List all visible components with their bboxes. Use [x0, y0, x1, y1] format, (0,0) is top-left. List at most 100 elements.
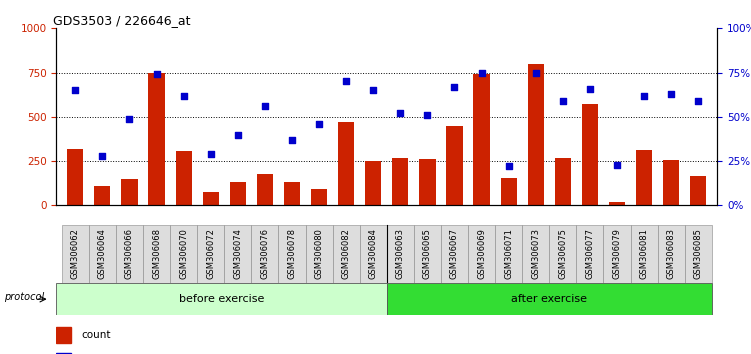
Text: GSM306076: GSM306076: [261, 228, 270, 280]
Point: [556, 98, 569, 104]
Text: GSM306066: GSM306066: [125, 228, 134, 280]
Text: GSM306084: GSM306084: [369, 229, 378, 279]
Text: protocol: protocol: [5, 292, 45, 302]
Point: [692, 98, 704, 104]
Text: GSM306072: GSM306072: [207, 229, 216, 279]
Bar: [604, 225, 631, 283]
Bar: [495, 225, 522, 283]
Bar: [549, 225, 576, 283]
Bar: [609, 202, 625, 205]
Bar: [636, 150, 652, 205]
Bar: [225, 225, 252, 283]
Bar: [284, 182, 300, 205]
Bar: [663, 160, 680, 205]
Bar: [333, 225, 360, 283]
Bar: [67, 149, 83, 205]
Bar: [56, 353, 71, 354]
Bar: [576, 225, 604, 283]
Text: GSM306083: GSM306083: [667, 228, 676, 280]
Bar: [500, 178, 517, 205]
Text: GSM306070: GSM306070: [179, 229, 189, 279]
Bar: [338, 122, 354, 205]
Bar: [122, 179, 137, 205]
Point: [96, 153, 108, 159]
Text: before exercise: before exercise: [179, 294, 264, 304]
Bar: [116, 225, 143, 283]
Bar: [360, 225, 387, 283]
Text: GSM306074: GSM306074: [234, 229, 243, 279]
Text: GDS3503 / 226646_at: GDS3503 / 226646_at: [53, 14, 191, 27]
Text: after exercise: after exercise: [511, 294, 587, 304]
Bar: [414, 225, 441, 283]
Bar: [522, 225, 549, 283]
Text: count: count: [81, 330, 111, 340]
Bar: [311, 188, 327, 205]
Point: [475, 70, 487, 75]
Bar: [365, 161, 382, 205]
Point: [584, 86, 596, 91]
Bar: [170, 225, 198, 283]
Text: GSM306067: GSM306067: [450, 228, 459, 280]
Point: [448, 84, 460, 90]
Point: [286, 137, 298, 143]
Bar: [56, 283, 387, 315]
Bar: [582, 104, 598, 205]
Text: GSM306068: GSM306068: [152, 228, 161, 280]
Point: [611, 162, 623, 167]
Bar: [631, 225, 658, 283]
Text: GSM306080: GSM306080: [315, 229, 324, 279]
Bar: [176, 152, 192, 205]
Text: GSM306069: GSM306069: [477, 229, 486, 279]
Bar: [446, 126, 463, 205]
Bar: [203, 192, 219, 205]
Bar: [658, 225, 685, 283]
Text: GSM306077: GSM306077: [585, 228, 594, 280]
Point: [178, 93, 190, 98]
Bar: [94, 186, 110, 205]
Bar: [387, 225, 414, 283]
Text: GSM306062: GSM306062: [71, 229, 80, 279]
Text: GSM306065: GSM306065: [423, 229, 432, 279]
Bar: [149, 73, 164, 205]
Point: [313, 121, 325, 127]
Bar: [387, 283, 712, 315]
Text: GSM306079: GSM306079: [613, 229, 622, 279]
Point: [665, 91, 677, 97]
Text: GSM306071: GSM306071: [504, 229, 513, 279]
Point: [69, 87, 81, 93]
Point: [367, 87, 379, 93]
Text: GSM306085: GSM306085: [694, 229, 703, 279]
Bar: [685, 225, 712, 283]
Bar: [198, 225, 225, 283]
Bar: [143, 225, 170, 283]
Bar: [306, 225, 333, 283]
Point: [232, 132, 244, 137]
Bar: [528, 64, 544, 205]
Point: [502, 164, 514, 169]
Bar: [257, 175, 273, 205]
Bar: [419, 159, 436, 205]
Bar: [279, 225, 306, 283]
Bar: [252, 225, 279, 283]
Point: [340, 79, 352, 84]
Bar: [392, 158, 409, 205]
Text: GSM306081: GSM306081: [640, 229, 649, 279]
Bar: [230, 182, 246, 205]
Bar: [555, 159, 571, 205]
Text: GSM306082: GSM306082: [342, 229, 351, 279]
Point: [150, 72, 162, 77]
Text: GSM306063: GSM306063: [396, 228, 405, 280]
Text: GSM306073: GSM306073: [531, 228, 540, 280]
Point: [394, 110, 406, 116]
Bar: [56, 327, 71, 343]
Bar: [468, 225, 495, 283]
Text: GSM306064: GSM306064: [98, 229, 107, 279]
Bar: [690, 176, 707, 205]
Point: [421, 112, 433, 118]
Text: GSM306075: GSM306075: [558, 229, 567, 279]
Bar: [441, 225, 468, 283]
Point: [259, 103, 271, 109]
Point: [529, 70, 541, 75]
Point: [205, 151, 217, 157]
Bar: [62, 225, 89, 283]
